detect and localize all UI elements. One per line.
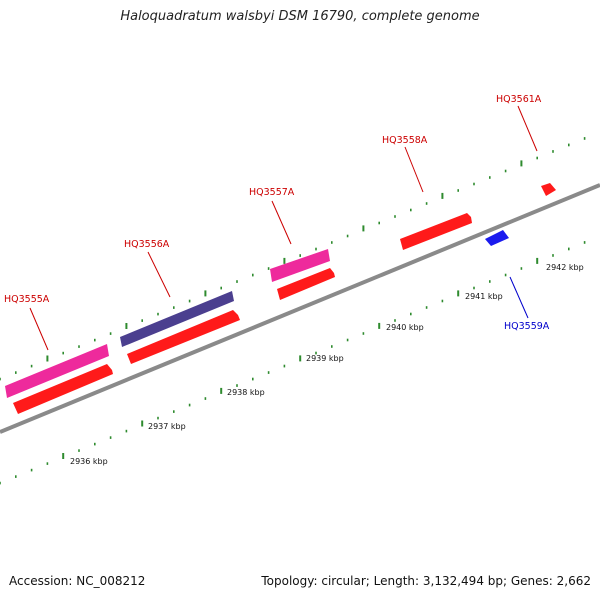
- feature-hq3559a-blue[interactable]: [485, 230, 509, 246]
- callout-hq3556a: [147, 251, 171, 298]
- feature-hq3557a-red[interactable]: [277, 268, 335, 300]
- scale-label-2942: 2942 kbp: [546, 263, 584, 272]
- lower-tick-track: [0, 241, 586, 485]
- scale-label-2936: 2936 kbp: [70, 457, 108, 466]
- topology-text: Topology: circular; Length: 3,132,494 bp…: [261, 574, 591, 588]
- feature-hq3555a-red[interactable]: [13, 364, 113, 414]
- gene-label-hq3557a[interactable]: HQ3557A: [249, 187, 295, 198]
- scale-label-2939: 2939 kbp: [306, 354, 344, 363]
- map-title: Haloquadratum walsbyi DSM 16790, complet…: [120, 9, 480, 24]
- callout-lines: [29, 105, 538, 351]
- scale-label-2938: 2938 kbp: [227, 388, 265, 397]
- feature-hq3557a-pink[interactable]: [270, 249, 330, 282]
- scale-label-2937: 2937 kbp: [148, 422, 186, 431]
- upper-tick-track: [0, 137, 586, 381]
- gene-label-hq3555a[interactable]: HQ3555A: [4, 294, 50, 305]
- feature-track: [5, 183, 556, 414]
- genome-backbone: [0, 183, 600, 434]
- feature-hq3558a-red[interactable]: [400, 213, 472, 250]
- scale-labels: 2936 kbp 2937 kbp 2938 kbp 2939 kbp 2940…: [70, 263, 584, 466]
- callout-hq3561a: [517, 105, 538, 152]
- callout-hq3558a: [404, 146, 424, 193]
- gene-label-hq3559a[interactable]: HQ3559A: [504, 321, 550, 332]
- scale-label-2941: 2941 kbp: [465, 292, 503, 301]
- feature-hq3561a-red[interactable]: [541, 183, 556, 196]
- gene-label-hq3561a[interactable]: HQ3561A: [496, 94, 542, 105]
- feature-hq3556a-red[interactable]: [127, 310, 240, 364]
- gene-label-hq3556a[interactable]: HQ3556A: [124, 239, 170, 250]
- feature-hq3556a-purple[interactable]: [120, 291, 234, 347]
- feature-hq3555a-pink[interactable]: [5, 344, 109, 398]
- gene-labels: HQ3555A HQ3556A HQ3557A HQ3558A HQ3561A …: [4, 94, 550, 332]
- gene-label-hq3558a[interactable]: HQ3558A: [382, 135, 428, 146]
- accession-text: Accession: NC_008212: [9, 574, 146, 588]
- scale-label-2940: 2940 kbp: [386, 323, 424, 332]
- callout-hq3555a: [29, 307, 49, 351]
- callout-hq3559a: [509, 276, 529, 319]
- callout-hq3557a: [271, 200, 292, 245]
